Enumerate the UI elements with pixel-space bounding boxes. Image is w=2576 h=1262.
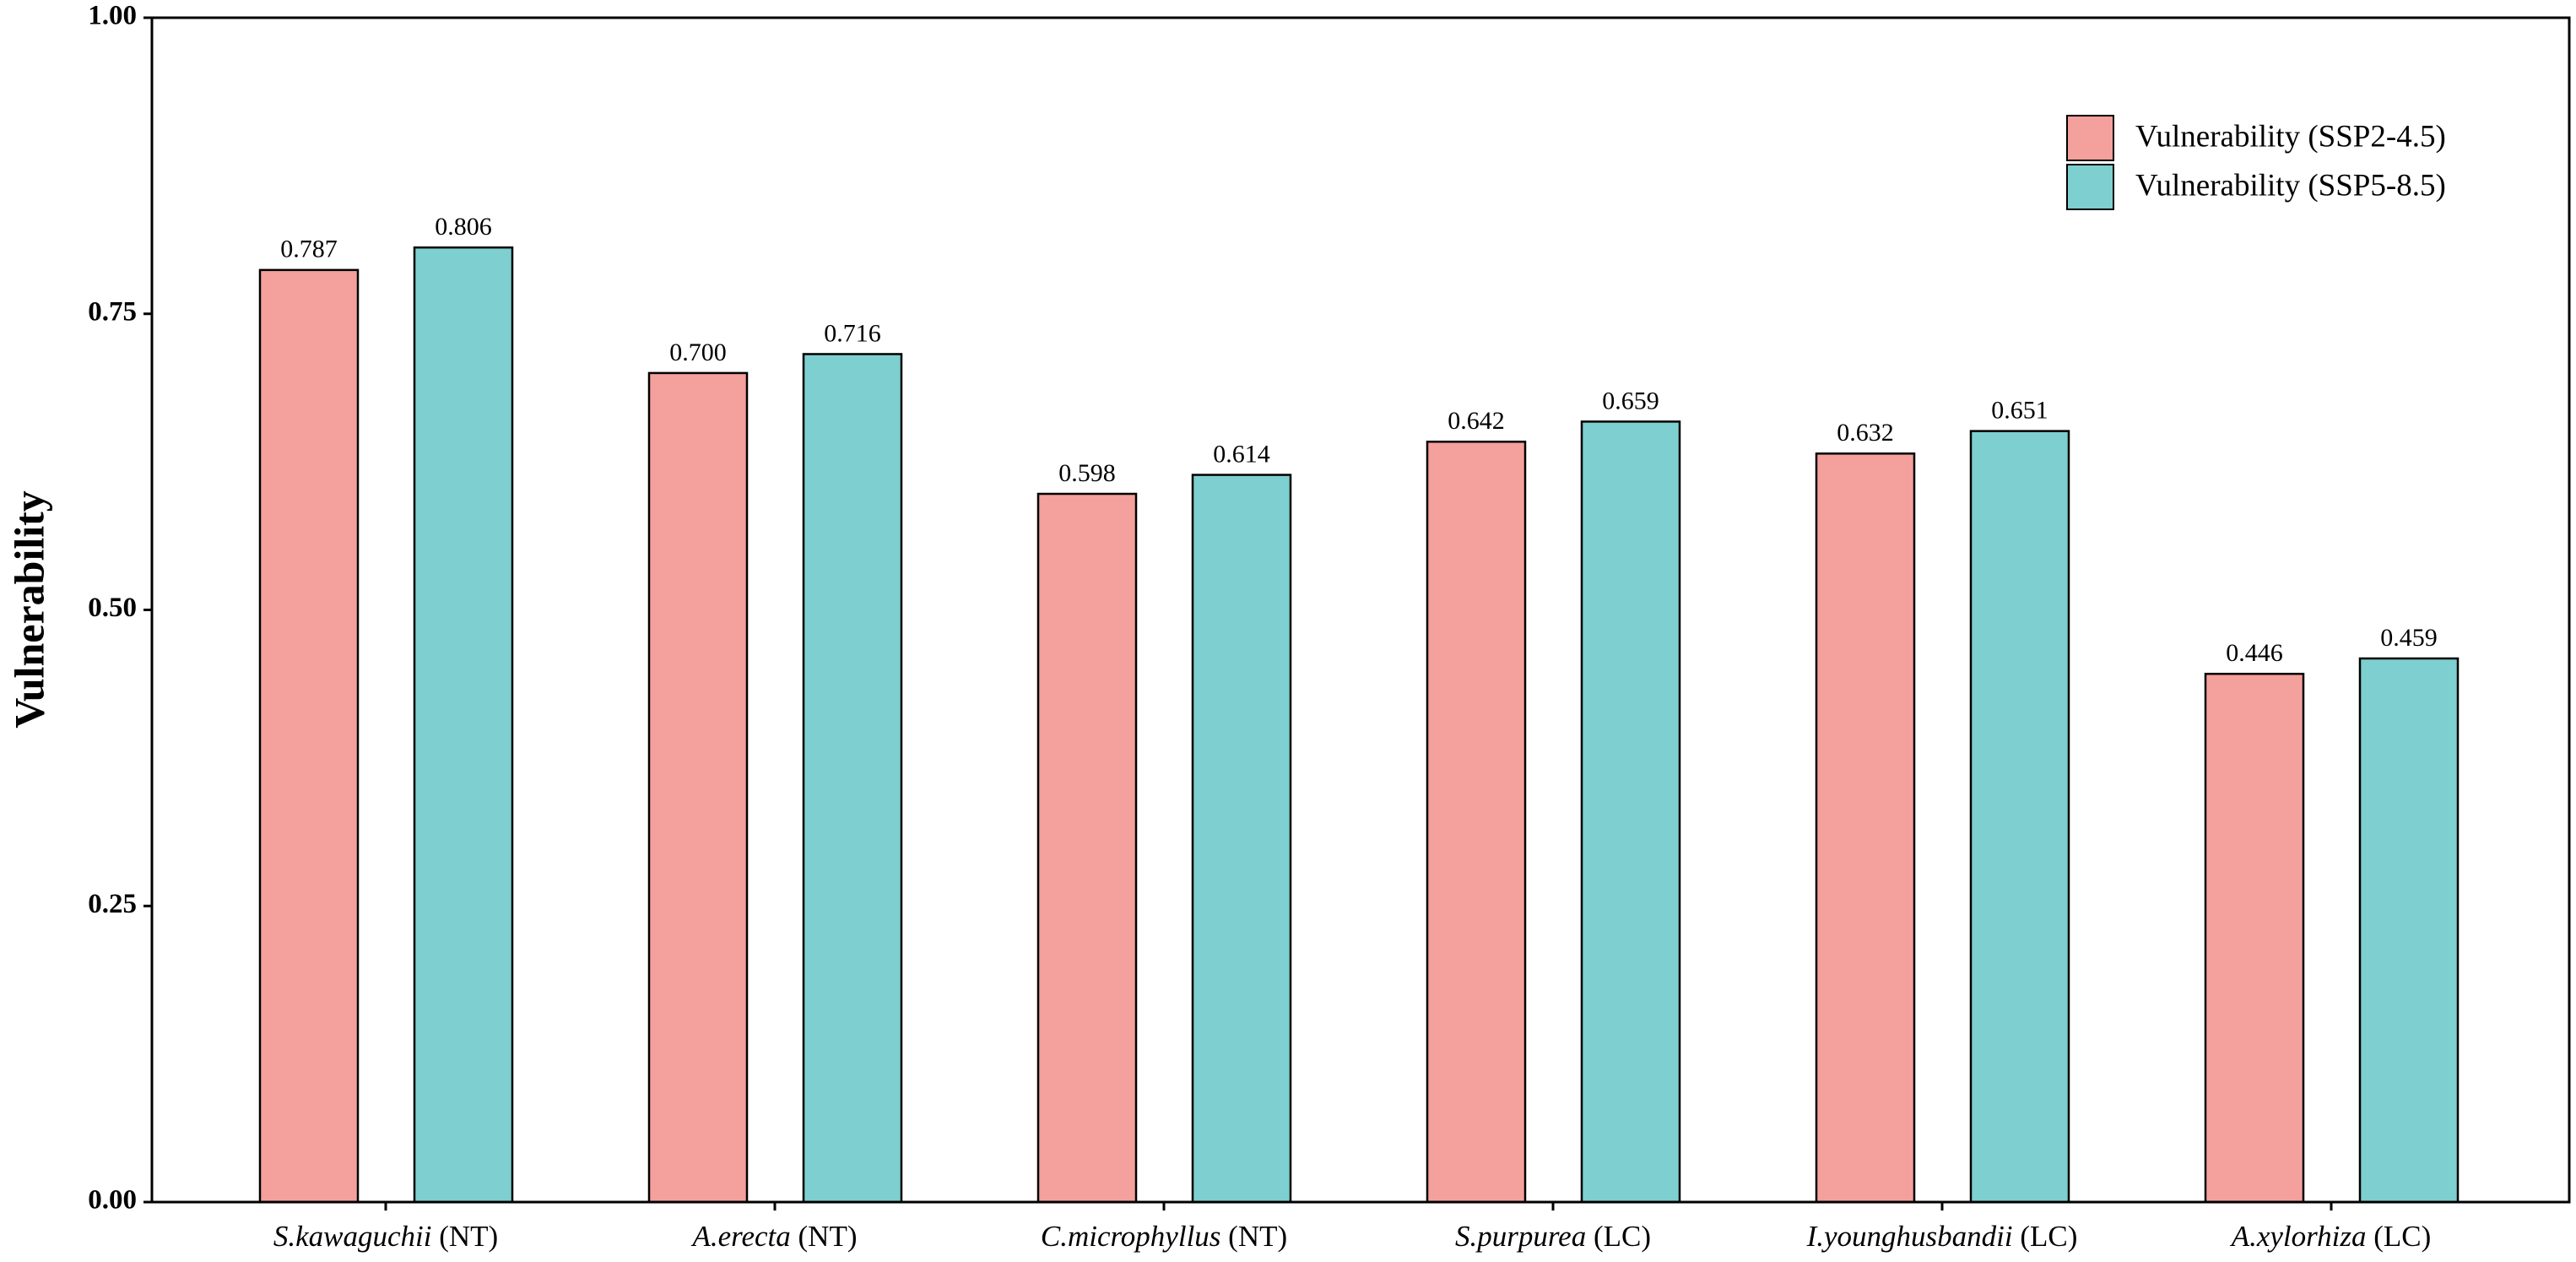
value-label: 0.700 bbox=[669, 339, 727, 366]
bar bbox=[1036, 492, 1138, 1204]
legend-swatch bbox=[2066, 115, 2114, 161]
value-label: 0.787 bbox=[280, 236, 338, 263]
legend-label: Vulnerability (SSP5-8.5) bbox=[2135, 168, 2446, 203]
value-label: 0.716 bbox=[824, 319, 881, 347]
bar bbox=[1426, 441, 1527, 1204]
x-tick-label: A.erecta (NT) bbox=[691, 1220, 858, 1253]
x-tick-label: C.microphyllus (NT) bbox=[1041, 1220, 1287, 1253]
y-axis-title: Vulnerability bbox=[5, 490, 52, 728]
y-tick-label: 0.25 bbox=[88, 889, 137, 919]
value-label: 0.459 bbox=[2380, 624, 2438, 652]
bar bbox=[2358, 657, 2460, 1204]
value-label: 0.806 bbox=[435, 213, 492, 241]
bar bbox=[258, 268, 360, 1204]
y-tick-label: 0.50 bbox=[88, 593, 137, 623]
bar bbox=[1815, 452, 1916, 1204]
value-label: 0.614 bbox=[1213, 440, 1270, 468]
x-tick-label: S.purpurea (LC) bbox=[1455, 1220, 1651, 1253]
y-tick-label: 1.00 bbox=[88, 1, 137, 31]
value-label: 0.598 bbox=[1058, 459, 1116, 487]
bar bbox=[1969, 430, 2070, 1204]
legend-label: Vulnerability (SSP2-4.5) bbox=[2135, 119, 2446, 154]
bar bbox=[1191, 474, 1292, 1204]
bar bbox=[2204, 673, 2305, 1204]
value-label: 0.659 bbox=[1602, 387, 1659, 414]
bar bbox=[413, 246, 514, 1204]
value-label: 0.651 bbox=[1991, 397, 2048, 425]
bar bbox=[647, 371, 749, 1204]
value-label: 0.642 bbox=[1448, 407, 1505, 435]
x-tick-label: S.kawaguchii (NT) bbox=[273, 1220, 498, 1253]
plot-frame bbox=[150, 16, 2571, 1204]
bar bbox=[802, 353, 903, 1204]
x-tick-label: I.younghusbandii (LC) bbox=[1806, 1220, 2078, 1253]
x-tick-label: A.xylorhiza (LC) bbox=[2230, 1220, 2432, 1253]
value-label: 0.446 bbox=[2226, 639, 2283, 667]
bar bbox=[1580, 420, 1681, 1204]
legend-swatch bbox=[2066, 164, 2114, 210]
value-label: 0.632 bbox=[1837, 419, 1894, 447]
y-tick-label: 0.75 bbox=[88, 296, 137, 327]
y-tick-label: 0.00 bbox=[88, 1185, 137, 1216]
